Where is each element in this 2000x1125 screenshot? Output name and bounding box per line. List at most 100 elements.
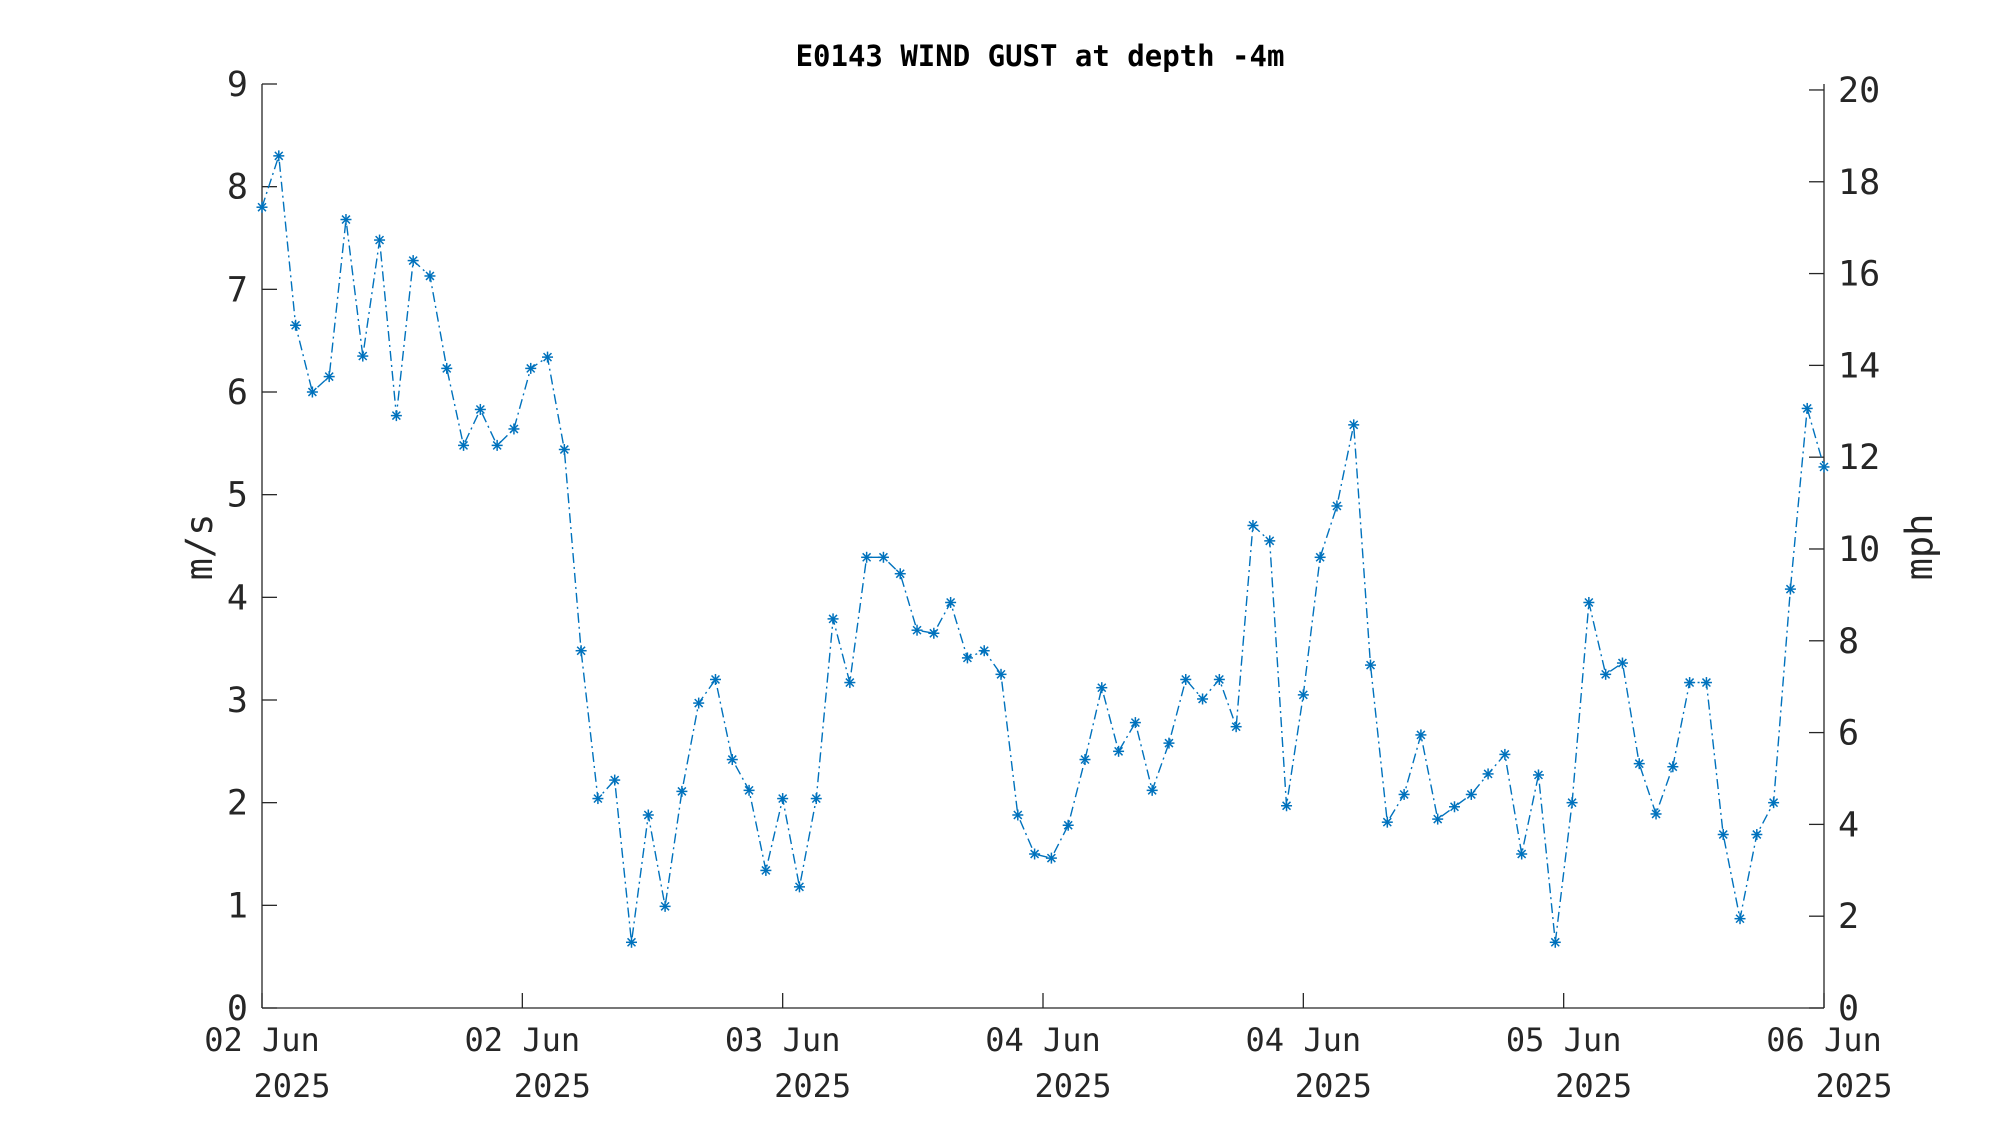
data-point	[1600, 668, 1612, 680]
data-point	[1398, 788, 1410, 800]
data-point	[642, 809, 654, 821]
data-point	[1549, 936, 1561, 948]
data-point	[1801, 402, 1813, 414]
data-point	[726, 754, 738, 766]
data-point	[1146, 784, 1158, 796]
data-point	[374, 234, 386, 246]
data-point	[1751, 828, 1763, 840]
data-point	[1197, 693, 1209, 705]
x-tick-year-label: 2025	[1295, 1067, 1372, 1105]
data-point	[273, 150, 285, 162]
y2-tick-label: 2	[1838, 897, 1859, 937]
data-point	[575, 645, 587, 657]
data-point	[877, 551, 889, 563]
data-point	[609, 774, 621, 786]
data-point	[1448, 801, 1460, 813]
data-point	[810, 793, 822, 805]
data-point	[1264, 535, 1276, 547]
x-tick-label: 02 Jun	[465, 1021, 581, 1059]
data-point	[1734, 913, 1746, 925]
data-point	[558, 443, 570, 455]
data-point	[777, 793, 789, 805]
data-point	[1230, 721, 1242, 733]
chart-title: E0143 WIND GUST at depth -4m	[796, 39, 1285, 73]
data-point	[474, 403, 486, 415]
data-point	[693, 697, 705, 709]
y-tick-label: 3	[227, 681, 248, 721]
data-point	[1012, 809, 1024, 821]
data-point	[945, 596, 957, 608]
y-tick-label: 0	[227, 989, 248, 1029]
data-point	[1045, 852, 1057, 864]
data-point	[1818, 461, 1830, 473]
y-tick-label: 4	[227, 578, 248, 618]
y-tick-label: 2	[227, 784, 248, 824]
data-point	[458, 439, 470, 451]
data-point	[390, 410, 402, 422]
data-point	[978, 645, 990, 657]
data-point	[424, 270, 436, 282]
x-tick-year-label: 2025	[1555, 1067, 1632, 1105]
data-point	[1180, 673, 1192, 685]
data-point	[1079, 754, 1091, 766]
data-point	[793, 881, 805, 893]
data-point	[1113, 745, 1125, 757]
data-point	[1768, 797, 1780, 809]
data-point	[1247, 519, 1259, 531]
x-tick-label: 05 Jun	[1506, 1021, 1622, 1059]
y2-tick-label: 12	[1838, 438, 1880, 478]
data-point	[1029, 848, 1041, 860]
x-tick-label: 04 Jun	[1246, 1021, 1362, 1059]
data-point	[542, 351, 554, 363]
data-point	[894, 568, 906, 580]
y2-tick-label: 18	[1838, 163, 1880, 203]
data-point	[1432, 813, 1444, 825]
y2-tick-label: 14	[1838, 346, 1880, 386]
y-tick-label: 1	[227, 886, 248, 926]
data-point	[1667, 761, 1679, 773]
data-point	[1700, 677, 1712, 689]
data-point	[1583, 596, 1595, 608]
data-point	[1499, 748, 1511, 760]
data-point	[1566, 797, 1578, 809]
y2-tick-label: 8	[1838, 622, 1859, 662]
y-axis-label: m/s	[178, 514, 221, 581]
x-tick-year-label: 2025	[774, 1067, 851, 1105]
data-point	[1213, 673, 1225, 685]
x-tick-label: 03 Jun	[725, 1021, 841, 1059]
data-point	[1348, 419, 1360, 431]
data-point	[508, 423, 520, 435]
series-line	[256, 150, 1830, 948]
y2-tick-label: 4	[1838, 805, 1859, 845]
data-point	[1096, 682, 1108, 694]
data-point	[441, 362, 453, 374]
x-tick-year-label: 2025	[514, 1067, 591, 1105]
data-point	[743, 784, 755, 796]
y2-tick-label: 6	[1838, 714, 1859, 754]
data-point	[1650, 808, 1662, 820]
data-point	[1516, 848, 1528, 860]
y2-tick-label: 20	[1838, 71, 1880, 111]
data-point	[760, 864, 772, 876]
data-point	[1684, 677, 1696, 689]
y2-tick-label: 10	[1838, 530, 1880, 570]
y2-tick-label: 0	[1838, 989, 1859, 1029]
data-point	[861, 551, 873, 563]
data-point	[911, 624, 923, 636]
data-point	[1415, 729, 1427, 741]
data-point	[306, 386, 318, 398]
data-point	[592, 793, 604, 805]
data-point	[1129, 717, 1141, 729]
data-point	[1331, 500, 1343, 512]
data-point	[323, 371, 335, 383]
data-point	[491, 439, 503, 451]
data-point	[709, 673, 721, 685]
data-point	[1784, 583, 1796, 595]
data-point	[827, 613, 839, 625]
x-tick-label: 06 Jun	[1766, 1021, 1882, 1059]
data-point	[1616, 657, 1628, 669]
data-point	[1532, 769, 1544, 781]
y2-axis-label: mph	[1898, 514, 1941, 581]
